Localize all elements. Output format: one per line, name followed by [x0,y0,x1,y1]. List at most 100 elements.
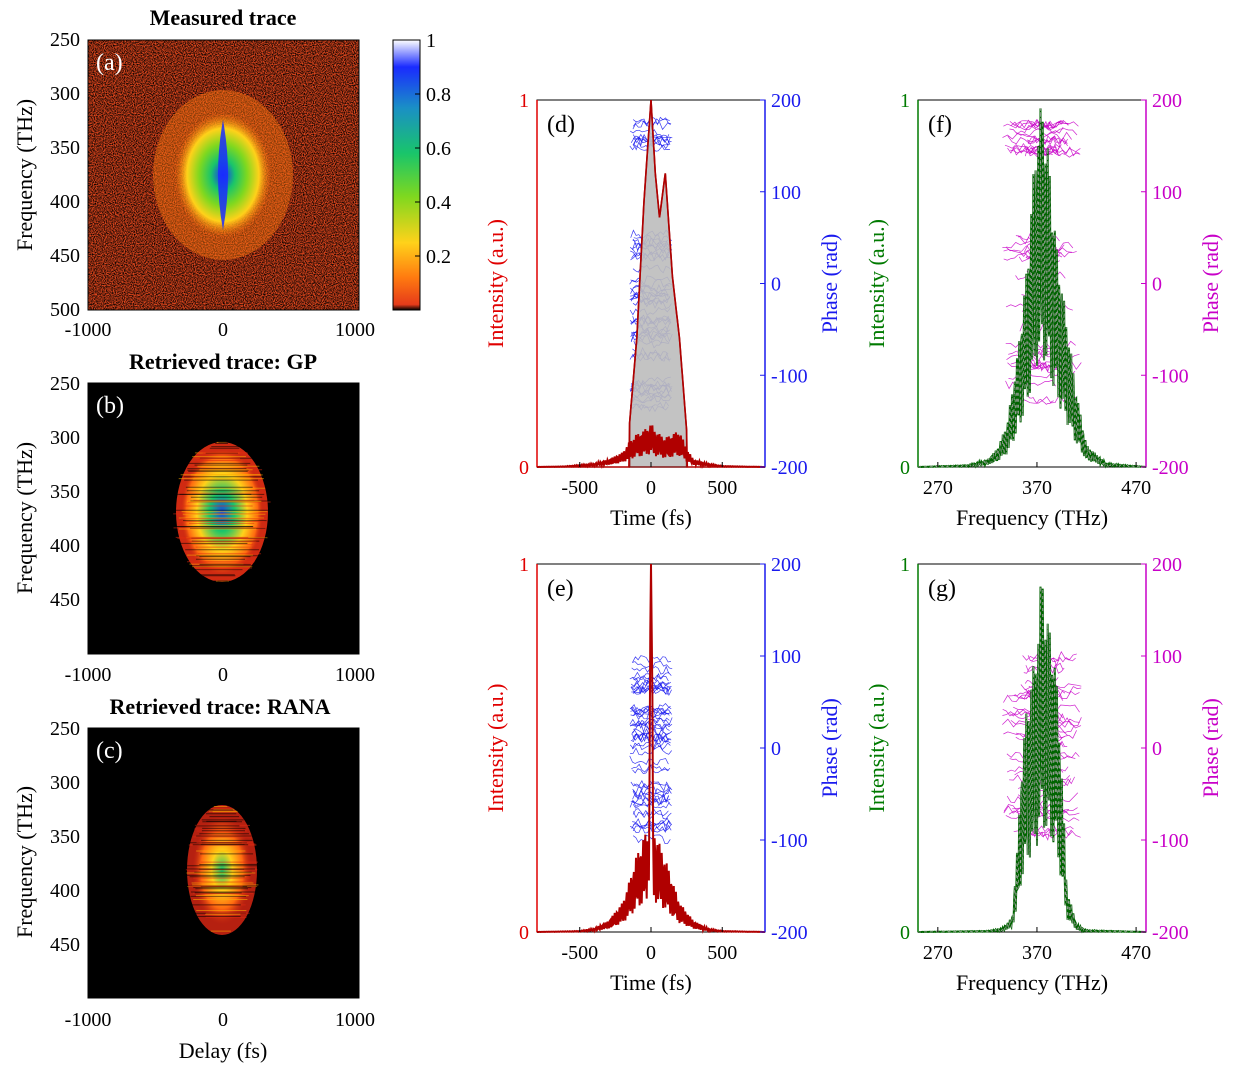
panel-e-ylabel-right: Phase (rad) [817,698,842,798]
panel-f-ytick-right: 200 [1152,90,1182,112]
panel-e-phase-trace [632,820,669,831]
panel-f-xtick-label: 370 [1022,477,1052,499]
panel-f-letter: (f) [928,112,952,138]
panel-f-phase-trace [1013,146,1053,156]
panel-f-xlabel: Frequency (THz) [956,505,1108,530]
tick-a-y-450: 450 [50,245,80,267]
panel-d-letter: (d) [547,112,575,138]
panel-d-ytick-right: -200 [771,457,808,479]
tick-b-x-1000: 1000 [335,664,375,686]
panel-f-ylabel-right: Phase (rad) [1198,234,1223,334]
panel-a-title: Measured trace [150,5,297,30]
tick-b-y-400: 400 [50,535,80,557]
axes-c-frame [87,727,360,999]
panel-e-ytick-right: -200 [771,922,808,944]
panel-e-phase-trace [631,742,671,751]
panel-e-ytick-right: 100 [771,646,801,668]
panel-d-retrieved-intensity [537,99,765,468]
tick-b-x-0: 0 [218,664,228,686]
panel-d-ytick-right: 200 [771,90,801,112]
tick-a-y-250: 250 [50,29,80,51]
panel-d-xtick-label: 500 [707,477,737,499]
tick-c-x-1000: 1000 [335,1009,375,1031]
panel-e-phase-trace [632,793,669,805]
panel-c: Retrieved trace: RANA 250 300 350 400 45… [12,694,375,1063]
tick-b-x-neg1000: -1000 [65,664,112,686]
panel-g-ytick-right: -200 [1152,922,1189,944]
panel-e-phase-trace [632,834,671,844]
panel-f-ytick-left: 1 [900,90,910,112]
tick-c-y-300: 300 [50,772,80,794]
panel-f-ytick-left: 0 [900,457,910,479]
heatmap-c-streaks [185,806,259,932]
tick-c-y-450: 450 [50,934,80,956]
panel-e-phase-trace [631,705,671,714]
panel-e-phase-trace [632,807,669,817]
panel-e-phase-trace [629,823,672,834]
panel-d-ytick-right: 100 [771,182,801,204]
tick-b-y-250: 250 [50,373,80,395]
colorbar-tick-0.2: 0.2 [426,246,451,268]
panel-e-letter: (e) [547,576,574,602]
panel-f-ylabel-left: Intensity (a.u.) [864,219,889,348]
panel-e-ylabel-left: Intensity (a.u.) [483,684,508,813]
panel-f-phase-trace [1010,149,1061,157]
ylabel-a: Frequency (THz) [12,99,37,251]
panel-e-phase-trace [632,817,671,827]
panel-f-phase-trace [1027,395,1054,405]
tick-b-y-450: 450 [50,589,80,611]
panel-e-xtick-label: -500 [561,942,598,964]
panel-e-intensity-line [537,563,765,934]
xlabel-c: Delay (fs) [179,1038,268,1063]
ylabel-c: Frequency (THz) [12,786,37,938]
panel-c-title: Retrieved trace: RANA [109,694,330,719]
panel-g-xtick-label: 370 [1022,942,1052,964]
panel-f-ytick-right: -100 [1152,365,1189,387]
panel-b-title: Retrieved trace: GP [129,349,317,374]
tick-a-x-0: 0 [218,319,228,341]
panel-e-ytick-left: 0 [519,922,529,944]
panel-g-phase-trace [1005,814,1080,822]
panel-f-ytick-right: 100 [1152,182,1182,204]
tick-a-x-1000: 1000 [335,319,375,341]
colorbar-tick-1: 1 [426,30,436,52]
panel-g-ytick-right: 100 [1152,646,1182,668]
panel-e-phase-trace [632,787,671,798]
panel-f-intensity-line-ref [918,108,1146,468]
axes-a-frame [87,39,360,311]
tick-c-y-350: 350 [50,826,80,848]
panel-f-phase-trace [1004,142,1057,152]
panel-e-phase-trace [632,764,671,774]
panel-f-phase-trace [1027,137,1068,148]
panel-g: 270 370 470 0 1 -200 -100 0 100 200 Frequency (THz… [864,554,1223,995]
panel-f-phase-trace [1003,119,1062,129]
tick-b-y-300: 300 [50,427,80,449]
panel-e-phase-trace [632,792,670,804]
ylabel-b: Frequency (THz) [12,442,37,594]
panel-g-ylabel-right: Phase (rad) [1198,698,1223,798]
panel-g-letter: (g) [928,576,956,602]
panel-d-plot [537,99,765,470]
panel-e-ytick-right: -100 [771,830,808,852]
panel-e-phase-trace [633,784,670,795]
heatmap-a-core [218,120,228,230]
panel-e-phase-trace [630,722,673,732]
tick-a-y-350: 350 [50,137,80,159]
tick-c-y-250: 250 [50,718,80,740]
panel-g-xlabel: Frequency (THz) [956,970,1108,995]
panel-d-ytick-left: 0 [519,457,529,479]
panel-e-phase-trace [630,745,672,756]
panel-e: -500 0 500 0 1 -200 -100 0 100 200 Time (fs) Intens… [483,554,842,995]
panel-g-xtick-label: 470 [1121,942,1151,964]
panel-f-ytick-right: -200 [1152,457,1189,479]
axes-a-yticks: 250 300 350 400 450 500 [50,29,80,321]
tick-a-y-500: 500 [50,299,80,321]
panel-e-xtick-label: 500 [707,942,737,964]
panel-d-ylabel-left: Intensity (a.u.) [483,219,508,348]
panel-e-ytick-right: 200 [771,554,801,576]
panel-d: -500 0 500 0 1 -200 -100 0 100 200 Time (fs) Intens… [483,90,842,530]
panel-d-xtick-label: 0 [646,477,656,499]
panel-a: Measured trace 250 300 350 400 450 500 -… [12,5,375,341]
panel-f-phase-trace [1029,119,1065,129]
